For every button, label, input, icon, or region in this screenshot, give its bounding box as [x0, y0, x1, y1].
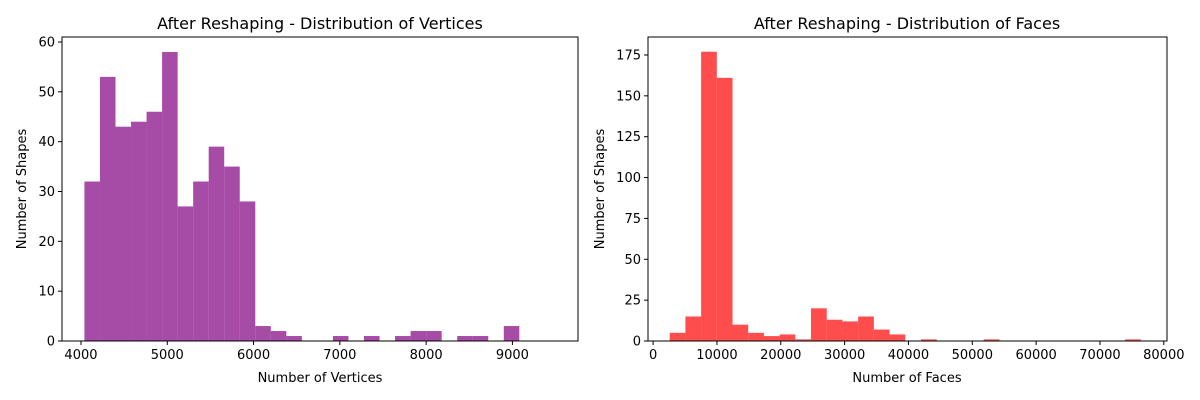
- faces-x-tick-label: 80000: [1143, 348, 1184, 363]
- vertices-bar: [239, 201, 256, 341]
- vertices-bar: [177, 206, 194, 341]
- faces-x-tick-label: 40000: [888, 348, 929, 363]
- faces-bar: [795, 339, 812, 341]
- faces-x-tick-label: 30000: [824, 348, 865, 363]
- faces-x-tick-label: 50000: [952, 348, 993, 363]
- faces-y-tick-label: 175: [616, 48, 641, 63]
- vertices-bar: [472, 336, 489, 341]
- faces-bar: [763, 336, 780, 341]
- vertices-bar: [208, 146, 225, 341]
- vertices-bar: [224, 166, 240, 341]
- faces-bar: [701, 51, 717, 342]
- faces-histogram: After Reshaping - Distribution of Faces …: [593, 14, 1184, 386]
- faces-x-tick-label: 60000: [1015, 348, 1056, 363]
- vertices-x-tick-label: 9000: [496, 348, 529, 363]
- faces-bar: [732, 324, 749, 341]
- vertices-bar: [410, 331, 427, 341]
- vertices-bar: [193, 181, 209, 341]
- faces-bar: [685, 316, 702, 341]
- faces-bar: [873, 329, 890, 341]
- faces-bar: [858, 316, 874, 341]
- faces-plot-frame: [647, 36, 1168, 342]
- vertices-chart-title: After Reshaping - Distribution of Vertic…: [157, 14, 483, 33]
- vertices-y-tick-label: 30: [38, 185, 55, 200]
- vertices-y-tick-label: 50: [38, 85, 55, 100]
- faces-y-tick-label: 100: [616, 171, 641, 186]
- vertices-bar: [162, 51, 178, 341]
- faces-bar: [889, 334, 906, 341]
- vertices-axes-ticks: 4000 5000 6000 7000 8000 9000 0 10 20 30 40 50 60: [38, 35, 529, 363]
- faces-x-tick-label: 10000: [696, 348, 737, 363]
- faces-bar: [669, 332, 686, 341]
- vertices-bar: [395, 336, 411, 341]
- vertices-x-tick-label: 6000: [237, 348, 270, 363]
- vertices-bar: [457, 336, 473, 341]
- vertices-bar: [503, 326, 520, 341]
- vertices-bar: [99, 76, 116, 342]
- faces-bar: [920, 339, 937, 341]
- vertices-x-tick-label: 5000: [151, 348, 184, 363]
- faces-x-axis-label: Number of Faces: [852, 371, 961, 386]
- vertices-bar: [364, 336, 380, 341]
- faces-bar: [779, 334, 796, 341]
- faces-bar: [811, 308, 827, 341]
- faces-bar: [983, 339, 1000, 341]
- faces-y-tick-label: 25: [624, 294, 641, 309]
- faces-axes-ticks: 0 10000 20000 30000 40000 50000 60000 70000 8000…: [616, 48, 1184, 363]
- vertices-y-axis-label: Number of Shapes: [15, 129, 30, 250]
- vertices-x-tick-label: 4000: [64, 348, 97, 363]
- faces-y-tick-label: 150: [616, 89, 641, 104]
- faces-bar: [842, 321, 859, 341]
- faces-y-tick-label: 0: [633, 335, 641, 350]
- faces-x-tick-label: 20000: [760, 348, 801, 363]
- vertices-bar: [426, 331, 442, 341]
- vertices-y-tick-label: 0: [47, 335, 55, 350]
- faces-y-tick-label: 75: [624, 212, 641, 227]
- faces-x-tick-label: 0: [649, 348, 657, 363]
- vertices-y-tick-label: 20: [38, 235, 55, 250]
- vertices-plot-frame: [61, 36, 579, 342]
- vertices-x-axis-label: Number of Vertices: [258, 371, 383, 386]
- faces-y-axis-label: Number of Shapes: [593, 129, 608, 250]
- faces-y-tick-label: 125: [616, 130, 641, 145]
- faces-chart-title: After Reshaping - Distribution of Faces: [754, 14, 1060, 33]
- vertices-bar: [84, 181, 100, 341]
- vertices-bar: [286, 336, 302, 341]
- faces-bar: [748, 332, 764, 341]
- faces-bar: [1125, 339, 1141, 341]
- vertices-bars: [84, 51, 520, 342]
- vertices-x-tick-label: 8000: [410, 348, 443, 363]
- faces-x-tick-label: 70000: [1079, 348, 1120, 363]
- vertices-bar: [270, 331, 287, 341]
- vertices-x-tick-label: 7000: [323, 348, 356, 363]
- vertices-histogram: After Reshaping - Distribution of Vertic…: [15, 14, 579, 386]
- vertices-y-tick-label: 40: [38, 135, 55, 150]
- vertices-bar: [131, 121, 147, 341]
- faces-bars: [669, 51, 1141, 342]
- vertices-y-tick-label: 60: [38, 35, 55, 50]
- vertices-bar: [115, 126, 132, 341]
- faces-y-tick-label: 50: [624, 253, 641, 268]
- vertices-bar: [146, 111, 163, 341]
- vertices-bar: [255, 326, 271, 341]
- faces-bar: [826, 319, 843, 341]
- vertices-y-tick-label: 10: [38, 285, 55, 300]
- vertices-bar: [332, 336, 349, 341]
- faces-bar: [716, 77, 733, 342]
